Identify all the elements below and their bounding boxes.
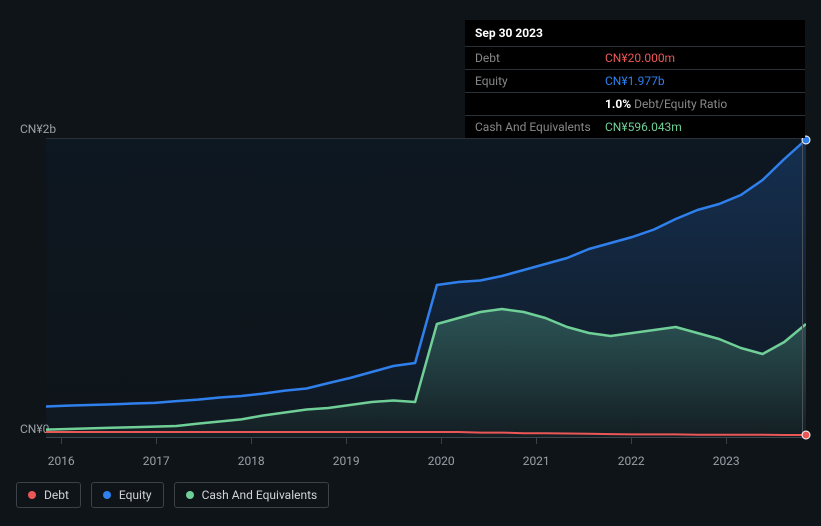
x-axis-label: 2016 bbox=[48, 454, 75, 468]
tooltip-row: DebtCN¥20.000m bbox=[465, 46, 805, 69]
tooltip-row-value: CN¥596.043m bbox=[605, 120, 795, 134]
series-end-marker bbox=[802, 431, 811, 440]
plot-area[interactable] bbox=[46, 138, 806, 438]
y-axis-label-top: CN¥2b bbox=[20, 122, 56, 136]
legend-label: Equity bbox=[119, 488, 152, 502]
x-axis-labels: 20162017201820192020202120222023 bbox=[46, 442, 806, 462]
tooltip-row-value: CN¥1.977b bbox=[605, 74, 795, 88]
hover-indicator-line bbox=[802, 138, 803, 438]
tooltip-row: Cash And EquivalentsCN¥596.043m bbox=[465, 115, 805, 138]
tooltip-row-value: CN¥20.000m bbox=[605, 51, 795, 65]
x-axis-label: 2023 bbox=[713, 454, 740, 468]
x-axis-label: 2017 bbox=[143, 454, 170, 468]
tooltip-row-label: Cash And Equivalents bbox=[475, 120, 605, 134]
x-axis-label: 2018 bbox=[238, 454, 265, 468]
chart-tooltip: Sep 30 2023 DebtCN¥20.000mEquityCN¥1.977… bbox=[465, 20, 805, 138]
legend-item[interactable]: Equity bbox=[91, 482, 164, 508]
legend-item[interactable]: Debt bbox=[16, 482, 81, 508]
y-axis-label-bottom: CN¥0 bbox=[20, 422, 49, 436]
tooltip-row: 1.0% Debt/Equity Ratio bbox=[465, 92, 805, 115]
legend-color-dot bbox=[186, 491, 194, 499]
x-axis-label: 2019 bbox=[333, 454, 360, 468]
legend-color-dot bbox=[28, 491, 36, 499]
legend-color-dot bbox=[103, 491, 111, 499]
tooltip-row-label bbox=[475, 97, 605, 111]
tooltip-row-value: 1.0% Debt/Equity Ratio bbox=[605, 97, 795, 111]
tooltip-row-label: Equity bbox=[475, 74, 605, 88]
legend-label: Debt bbox=[44, 488, 69, 502]
x-axis-label: 2021 bbox=[523, 454, 550, 468]
chart-legend: Debt Equity Cash And Equivalents bbox=[16, 482, 329, 508]
tooltip-row: EquityCN¥1.977b bbox=[465, 69, 805, 92]
x-axis-label: 2020 bbox=[428, 454, 455, 468]
financial-chart[interactable]: CN¥2b CN¥0 20162017201820192020202120222… bbox=[16, 120, 806, 450]
x-axis-label: 2022 bbox=[618, 454, 645, 468]
tooltip-row-label: Debt bbox=[475, 51, 605, 65]
legend-label: Cash And Equivalents bbox=[202, 488, 318, 502]
tooltip-date: Sep 30 2023 bbox=[465, 20, 805, 46]
legend-item[interactable]: Cash And Equivalents bbox=[174, 482, 330, 508]
